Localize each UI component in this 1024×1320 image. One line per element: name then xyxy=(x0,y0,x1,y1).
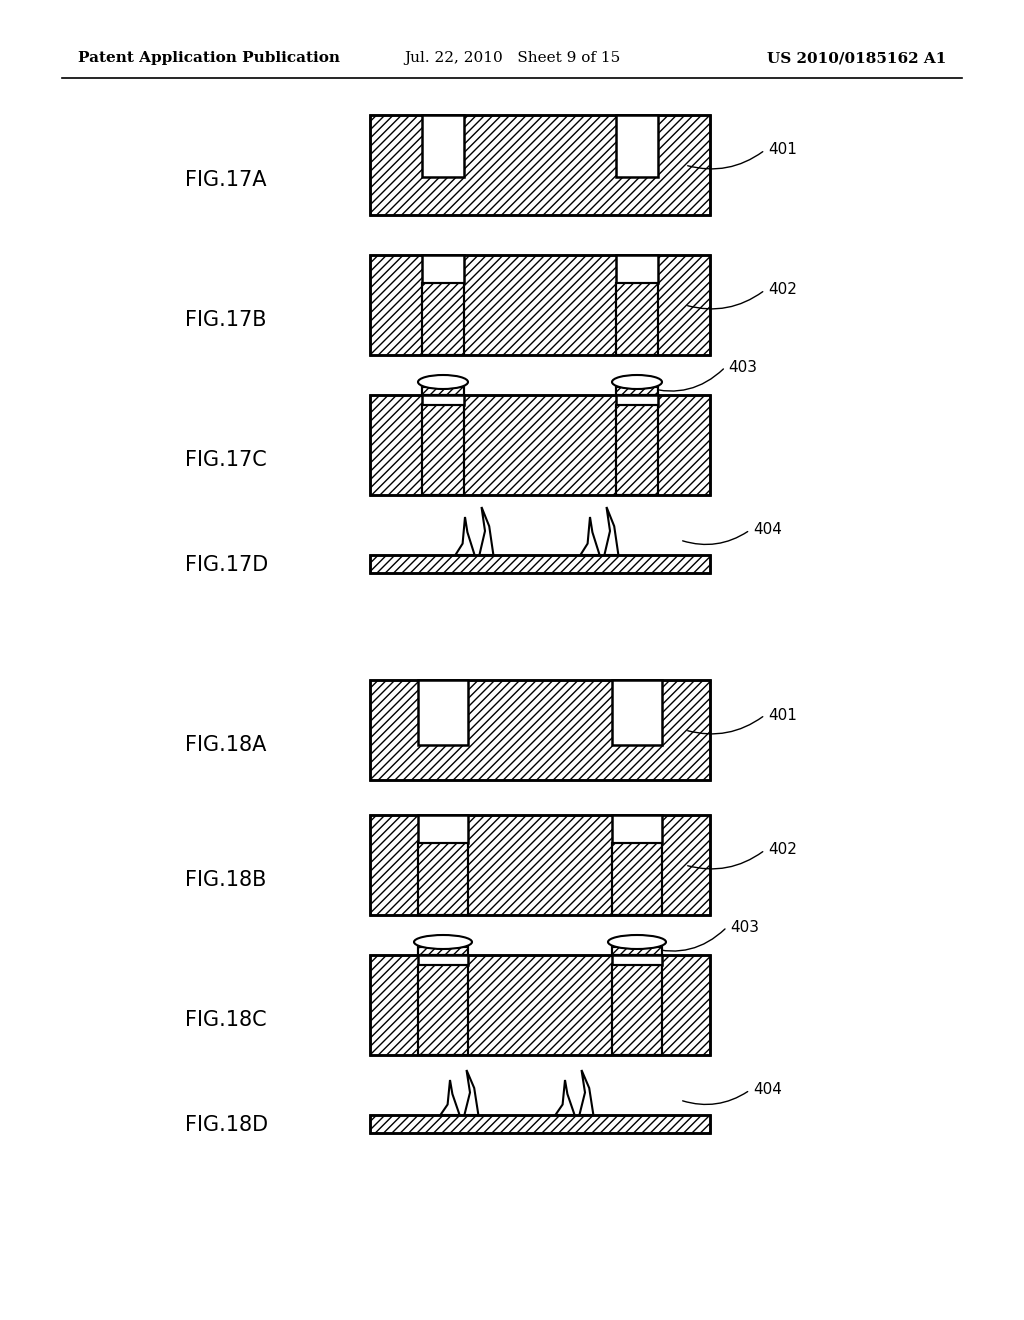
Bar xyxy=(616,387,658,395)
Text: FIG.17C: FIG.17C xyxy=(185,450,266,470)
Bar xyxy=(422,115,464,177)
Bar xyxy=(612,814,662,843)
Bar xyxy=(422,255,464,282)
Text: 401: 401 xyxy=(768,708,797,722)
Bar xyxy=(370,954,710,1055)
Text: FIG.18A: FIG.18A xyxy=(185,735,266,755)
Bar xyxy=(422,405,464,495)
Ellipse shape xyxy=(612,375,662,389)
Bar xyxy=(370,115,710,215)
Bar xyxy=(370,255,710,355)
Text: 402: 402 xyxy=(768,282,797,297)
Bar xyxy=(418,843,468,915)
Polygon shape xyxy=(456,517,474,554)
Polygon shape xyxy=(440,1080,460,1115)
Bar xyxy=(422,405,464,495)
Ellipse shape xyxy=(414,935,472,949)
Bar xyxy=(418,946,468,954)
Polygon shape xyxy=(465,1071,478,1115)
Bar xyxy=(370,814,710,915)
Bar xyxy=(612,946,662,954)
Bar xyxy=(612,965,662,1055)
Bar xyxy=(616,115,658,177)
Ellipse shape xyxy=(608,935,666,949)
Text: FIG.18B: FIG.18B xyxy=(185,870,266,890)
Bar xyxy=(418,843,468,915)
Bar xyxy=(422,387,464,395)
Bar xyxy=(370,554,710,573)
Bar xyxy=(418,946,468,954)
Bar xyxy=(422,282,464,355)
Bar xyxy=(612,946,662,954)
Bar xyxy=(422,387,464,395)
Bar xyxy=(418,965,468,1055)
Bar xyxy=(370,814,710,915)
Text: Jul. 22, 2010   Sheet 9 of 15: Jul. 22, 2010 Sheet 9 of 15 xyxy=(403,51,621,65)
Text: FIG.17A: FIG.17A xyxy=(185,170,266,190)
Text: 401: 401 xyxy=(768,143,797,157)
Bar xyxy=(370,395,710,495)
Bar xyxy=(616,282,658,355)
Bar xyxy=(370,554,710,573)
Polygon shape xyxy=(555,1080,574,1115)
Bar xyxy=(616,387,658,395)
Text: FIG.17D: FIG.17D xyxy=(185,554,268,576)
Bar xyxy=(418,680,468,744)
Bar xyxy=(370,1115,710,1133)
Bar xyxy=(422,395,464,405)
Bar xyxy=(612,843,662,915)
Polygon shape xyxy=(580,1071,593,1115)
Bar xyxy=(612,843,662,915)
Text: FIG.17B: FIG.17B xyxy=(185,310,266,330)
Polygon shape xyxy=(581,517,600,554)
Polygon shape xyxy=(604,507,618,554)
Bar xyxy=(612,965,662,1055)
Bar xyxy=(612,954,662,965)
Text: FIG.18D: FIG.18D xyxy=(185,1115,268,1135)
Bar xyxy=(370,115,710,215)
Text: 402: 402 xyxy=(768,842,797,858)
Bar xyxy=(418,814,468,843)
Bar xyxy=(422,282,464,355)
Bar xyxy=(370,255,710,355)
Text: 404: 404 xyxy=(753,523,782,537)
Ellipse shape xyxy=(418,375,468,389)
Bar xyxy=(418,965,468,1055)
Bar xyxy=(616,405,658,495)
Text: 404: 404 xyxy=(753,1082,782,1097)
Bar xyxy=(370,680,710,780)
Bar xyxy=(616,395,658,405)
Bar xyxy=(370,680,710,780)
Bar xyxy=(370,1115,710,1133)
Text: 403: 403 xyxy=(728,359,758,375)
Text: 403: 403 xyxy=(730,920,759,935)
Bar xyxy=(612,680,662,744)
Bar xyxy=(616,282,658,355)
Polygon shape xyxy=(479,507,494,554)
Text: Patent Application Publication: Patent Application Publication xyxy=(78,51,340,65)
Bar xyxy=(418,954,468,965)
Bar xyxy=(616,255,658,282)
Bar xyxy=(370,395,710,495)
Text: FIG.18C: FIG.18C xyxy=(185,1010,266,1030)
Bar xyxy=(370,954,710,1055)
Text: US 2010/0185162 A1: US 2010/0185162 A1 xyxy=(767,51,946,65)
Bar xyxy=(616,405,658,495)
